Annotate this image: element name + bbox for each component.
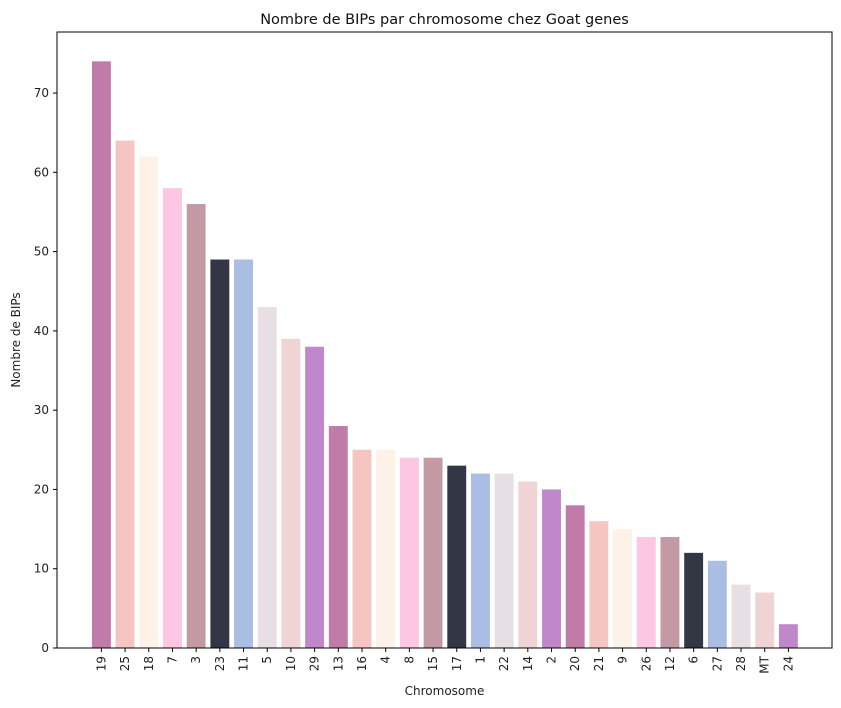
x-tick-label: 10 [284, 656, 298, 671]
x-tick-label: 11 [237, 656, 251, 671]
x-tick-label: 2 [545, 656, 559, 664]
bar-MT [755, 592, 775, 648]
x-tick-label: 6 [687, 656, 701, 664]
x-tick-label: 29 [308, 656, 322, 671]
x-tick-label: 3 [189, 656, 203, 664]
y-tick-label: 60 [34, 165, 49, 179]
x-tick-label: 12 [663, 656, 677, 671]
bar-8 [399, 457, 419, 648]
x-tick-label: 19 [94, 656, 108, 671]
x-tick-label: 16 [355, 656, 369, 671]
x-tick-label: 22 [497, 656, 511, 671]
bar-2 [542, 489, 561, 648]
x-tick-label: 23 [213, 656, 227, 671]
x-tick-label: 13 [331, 656, 345, 671]
bar-7 [163, 188, 182, 648]
x-tick-label: 9 [616, 656, 630, 664]
x-tick-label: 21 [592, 656, 606, 671]
x-tick-label: 15 [426, 656, 440, 671]
bar-18 [139, 156, 159, 648]
x-ticks-group: 19 25 18 7 3 23 11 5 10 29 13 16 4 8 15 17 1 22 14 2 20 21 9 26… [94, 648, 795, 674]
bar-12 [660, 537, 680, 648]
x-tick-label: 14 [521, 656, 535, 671]
x-tick-label: 7 [165, 656, 179, 664]
bar-24 [778, 624, 798, 648]
bars-group [91, 61, 798, 649]
y-tick-label: 70 [34, 86, 49, 100]
bar-19 [91, 61, 111, 648]
x-tick-label: 8 [402, 656, 416, 664]
chart-title: Nombre de BIPs par chromosome chez Goat … [260, 12, 629, 28]
bar-4 [376, 449, 396, 648]
y-tick-label: 30 [34, 403, 49, 417]
bar-13 [328, 426, 348, 648]
x-tick-label: 18 [142, 656, 156, 671]
bar-11 [234, 259, 253, 648]
bar-21 [589, 521, 609, 648]
bar-14 [518, 481, 538, 648]
y-tick-label: 10 [34, 562, 49, 576]
bar-27 [707, 560, 727, 648]
x-tick-label: MT [758, 655, 772, 673]
x-tick-label: 26 [639, 656, 653, 671]
y-axis-label: Nombre de BIPs [9, 292, 23, 387]
bar-22 [494, 473, 514, 648]
x-tick-label: 27 [710, 656, 724, 671]
bar-29 [305, 346, 325, 648]
x-tick-label: 25 [118, 656, 132, 671]
bar-10 [281, 338, 301, 648]
x-tick-label: 17 [450, 656, 464, 671]
axes-group [56, 31, 833, 649]
y-ticks-group: 0 10 20 30 40 50 60 70 [34, 86, 57, 655]
x-tick-label: 4 [379, 656, 393, 664]
bar-23 [210, 259, 230, 648]
x-tick-label: 28 [734, 656, 748, 671]
y-tick-label: 20 [34, 482, 49, 496]
x-tick-label: 24 [781, 656, 795, 671]
x-axis-label: Chromosome [405, 684, 485, 698]
y-tick-label: 50 [34, 245, 49, 259]
plot-frame [56, 31, 833, 649]
bar-15 [423, 457, 443, 648]
bar-3 [186, 204, 206, 649]
y-tick-label: 40 [34, 324, 49, 338]
bar-16 [352, 449, 372, 648]
bar-5 [257, 307, 277, 648]
x-tick-label: 20 [568, 656, 582, 671]
bar-26 [636, 537, 656, 648]
x-tick-label: 5 [260, 656, 274, 664]
bar-6 [684, 552, 704, 648]
bar-17 [447, 465, 467, 648]
bar-28 [731, 584, 751, 648]
bar-1 [470, 473, 490, 648]
y-tick-label: 0 [41, 641, 49, 655]
bar-25 [115, 140, 135, 649]
x-tick-label: 1 [473, 656, 487, 664]
bar-20 [565, 505, 585, 648]
bar-9 [613, 529, 633, 648]
